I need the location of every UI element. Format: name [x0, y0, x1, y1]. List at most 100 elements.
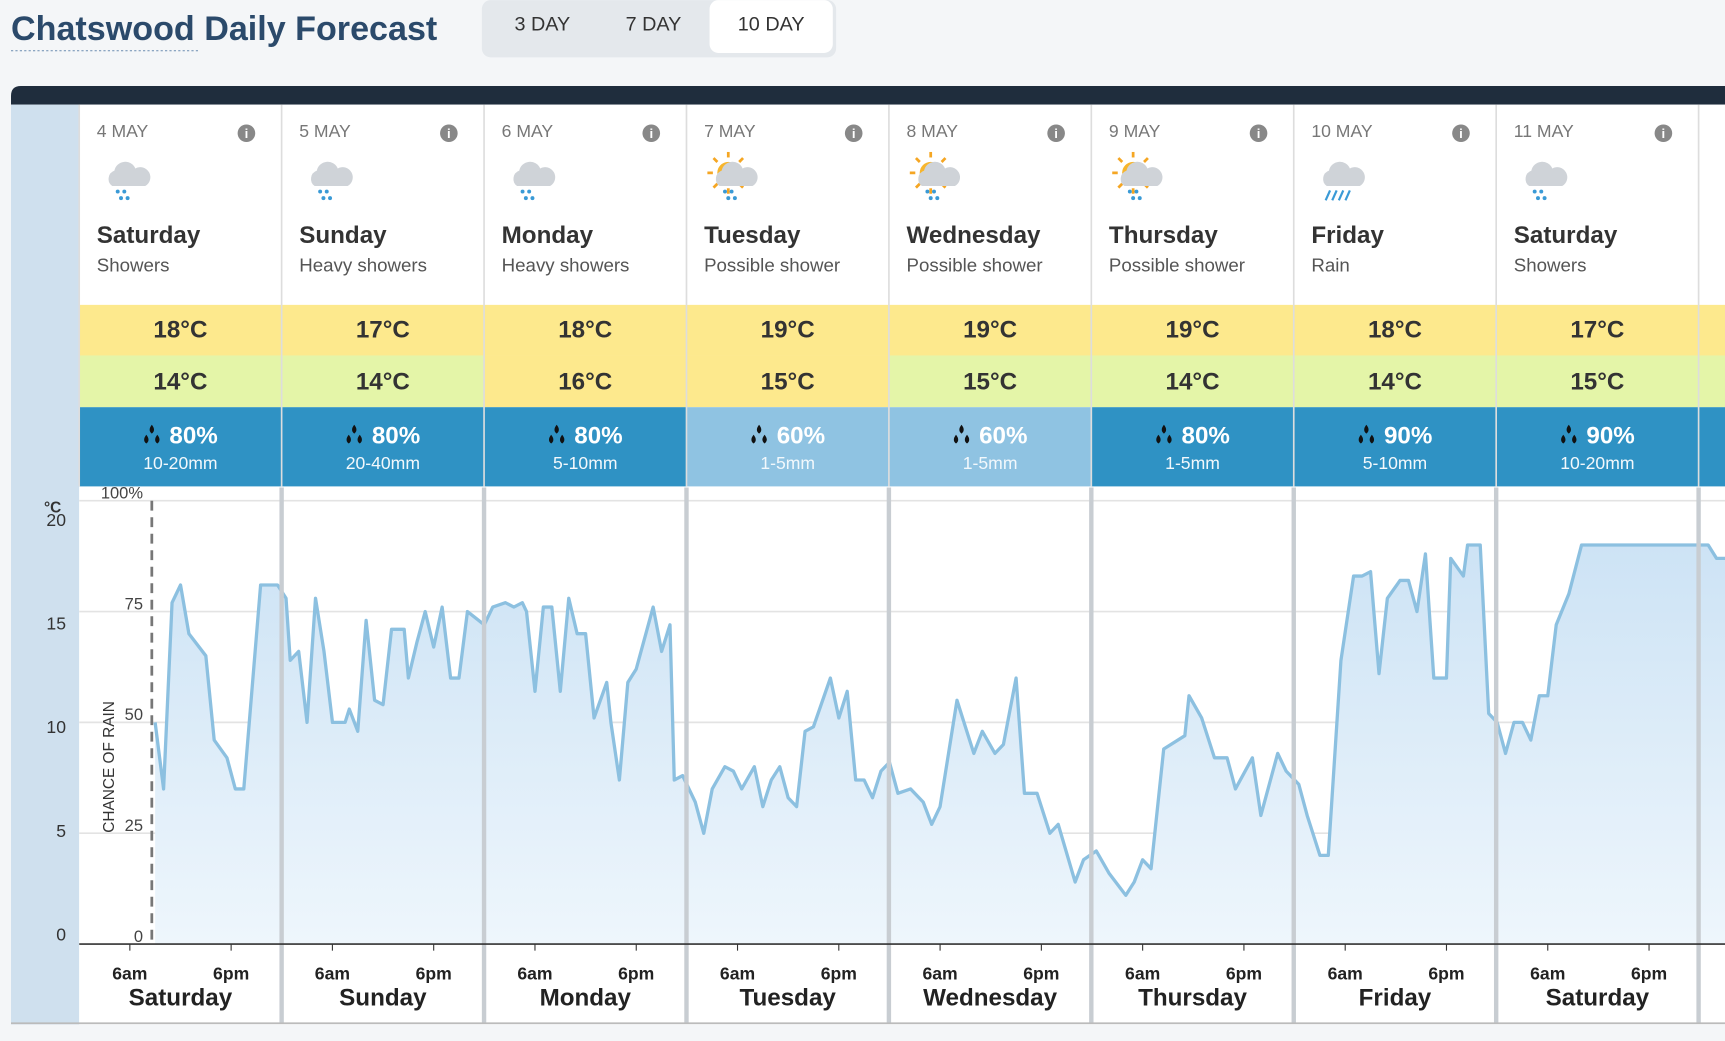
day-date: 6 MAY — [502, 121, 554, 141]
info-button[interactable] — [1249, 124, 1268, 143]
x-tick-label: 6am — [112, 964, 147, 984]
y2-tick-label: 10 — [46, 717, 66, 737]
drop-icon — [751, 434, 756, 444]
drop-icon — [346, 434, 351, 444]
icon-drop — [935, 196, 940, 201]
icon-drop — [328, 196, 333, 201]
icon-ray — [1143, 157, 1149, 163]
icon-drop — [115, 189, 120, 194]
info-button[interactable] — [440, 124, 458, 143]
day-columns: 4 MAY i Saturday Showers 18°C 14°C 80% 10-20mm S… — [78, 104, 1725, 1011]
max-temp: 17°C — [356, 317, 410, 344]
drop-icon — [548, 434, 554, 444]
icon-drop — [1131, 196, 1136, 201]
drop-icon — [554, 424, 559, 434]
icon-drop — [925, 189, 930, 194]
day-description: Heavy showers — [502, 254, 630, 275]
min-temp: 16°C — [558, 368, 612, 395]
max-temp: 18°C — [1368, 317, 1422, 344]
info-button[interactable] — [1452, 124, 1470, 143]
y-tick-label: 75 — [125, 595, 143, 613]
icon-cloud — [1323, 161, 1365, 187]
area-fill — [155, 545, 1725, 945]
axis-day-label: Thursday — [1138, 984, 1247, 1011]
day-date: 8 MAY — [907, 121, 959, 141]
page-title: Chatswood Daily Forecast — [11, 10, 437, 48]
x-tick-label: 6pm — [1631, 964, 1667, 984]
drop-icon — [1167, 434, 1172, 444]
y-tick-label: 0 — [134, 928, 143, 946]
min-temp: 15°C — [761, 368, 815, 395]
rain-chance: 80% — [1182, 422, 1230, 449]
icon-drop — [1539, 189, 1544, 194]
icon-drop — [324, 189, 329, 194]
icon-cloud — [311, 161, 353, 187]
icon-drop — [932, 189, 936, 194]
tab-label[interactable]: 10 DAY — [738, 14, 805, 36]
day-name: Monday — [502, 222, 594, 249]
icon-cloud — [513, 161, 556, 187]
x-tick-label: 6pm — [213, 964, 249, 984]
rain-amount: 1-5mm — [1165, 453, 1220, 473]
info-button[interactable] — [1654, 124, 1673, 143]
icon-ray — [1117, 157, 1124, 163]
rain-cell — [281, 407, 485, 487]
info-glyph: i — [852, 126, 856, 141]
max-cell — [1496, 304, 1699, 356]
x-tick-label: 6am — [1530, 964, 1565, 984]
tab-label[interactable]: 3 DAY — [514, 14, 570, 36]
day-name: Sunday — [299, 222, 387, 249]
max-temp: 18°C — [558, 317, 612, 344]
day-description: Rain — [1311, 254, 1349, 275]
rain-amount: 20-40mm — [346, 453, 420, 473]
x-tick-label: 6pm — [416, 964, 452, 984]
icon-drop — [1542, 196, 1547, 201]
day-column: 8 MAY i Wednesday Possible shower 19°C 15°C 60… — [888, 104, 1092, 1011]
drop-icon — [1369, 434, 1375, 444]
axis-day-label: Wednesday — [923, 984, 1058, 1011]
day-name: Tuesday — [704, 222, 801, 249]
max-cell — [888, 304, 1092, 356]
info-button[interactable] — [844, 124, 863, 143]
rain-chance: 80% — [372, 422, 420, 449]
rain-cell — [1091, 407, 1294, 487]
day-column: 6 MAY i Monday Heavy showers 18°C 16°C 80% 5-10… — [483, 104, 687, 1011]
active-tab[interactable] — [709, 0, 833, 53]
icon-ray — [738, 157, 745, 163]
day-column: 5 MAY i Sunday Heavy showers 17°C 14°C 80% 20-4… — [280, 104, 485, 1011]
info-button[interactable] — [1047, 124, 1065, 143]
max-cell — [1091, 304, 1294, 356]
icon-rain — [1331, 190, 1338, 201]
icon-drop — [523, 196, 528, 201]
rain-amount: 5-10mm — [1363, 453, 1428, 473]
max-cell — [484, 304, 687, 356]
day-description: Heavy showers — [299, 254, 427, 275]
x-tick-label: 6am — [922, 964, 957, 984]
icon-drop — [732, 196, 737, 201]
info-glyph: i — [447, 126, 451, 141]
drop-icon — [149, 424, 155, 434]
icon-drop — [729, 189, 734, 194]
drop-icon — [1364, 424, 1369, 434]
tab-label[interactable]: 7 DAY — [626, 14, 682, 36]
x-tick-label: 6pm — [1226, 964, 1262, 984]
y-tick-label: 100% — [101, 484, 144, 502]
max-temp: 19°C — [761, 317, 815, 344]
rain-chance: 60% — [777, 422, 825, 449]
icon-rain — [1324, 190, 1332, 201]
rain-chance: 90% — [1384, 422, 1432, 449]
icon-drop — [723, 189, 727, 194]
info-button[interactable] — [642, 124, 661, 143]
drop-icon — [352, 424, 357, 434]
min-cell — [281, 355, 485, 408]
icon-drop — [520, 189, 525, 194]
info-button[interactable] — [237, 124, 256, 143]
min-cell — [1091, 355, 1294, 408]
icon-cloud — [1120, 161, 1163, 187]
side-strip — [11, 104, 80, 1025]
y2-tick-label: 15 — [46, 614, 66, 634]
x-tick-label: 6pm — [821, 964, 857, 984]
y-tick-label: 50 — [125, 706, 143, 724]
min-temp: 14°C — [1368, 368, 1422, 395]
